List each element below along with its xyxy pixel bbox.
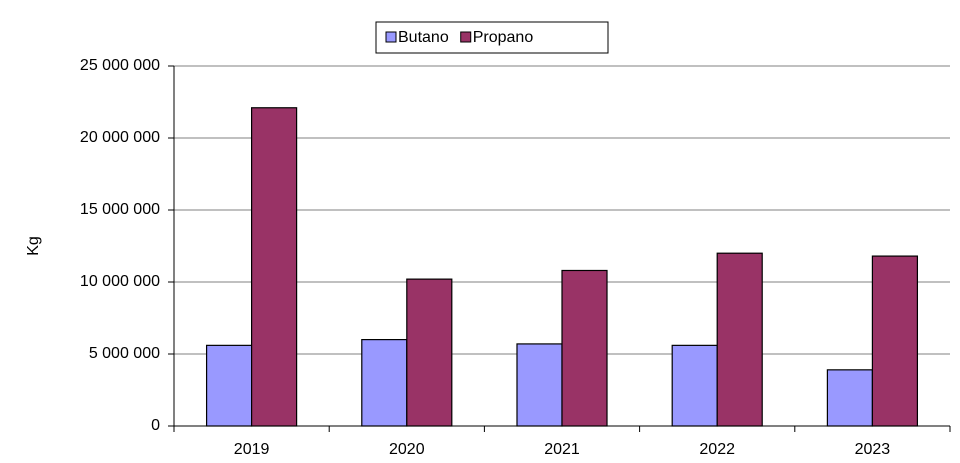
- x-tick-label: 2022: [699, 441, 735, 458]
- y-tick-label: 25 000 000: [80, 57, 160, 74]
- bar: [826, 369, 874, 427]
- y-tick-label: 15 000 000: [80, 201, 160, 218]
- legend-box: [375, 21, 609, 54]
- legend-swatch: [385, 31, 397, 43]
- x-tick-label: 2019: [234, 441, 270, 458]
- bar: [516, 343, 563, 427]
- bar: [561, 269, 608, 427]
- bar: [671, 344, 718, 427]
- legend-swatch: [460, 31, 472, 43]
- x-tick-label: 2020: [389, 441, 425, 458]
- legend-label: Butano: [398, 29, 449, 46]
- x-tick-label: 2021: [544, 441, 580, 458]
- bar: [361, 339, 408, 427]
- y-tick-label: 0: [151, 417, 160, 434]
- bar: [716, 252, 763, 427]
- legend-label: Propano: [473, 29, 534, 46]
- bar: [251, 107, 298, 427]
- bar: [406, 278, 453, 427]
- bar: [871, 255, 919, 427]
- y-tick-label: 20 000 000: [80, 129, 160, 146]
- y-tick-label: 10 000 000: [80, 273, 160, 290]
- y-axis-label: Kg: [25, 236, 42, 256]
- x-tick-label: 2023: [855, 441, 891, 458]
- y-tick-label: 5 000 000: [89, 345, 160, 362]
- bar: [205, 344, 253, 427]
